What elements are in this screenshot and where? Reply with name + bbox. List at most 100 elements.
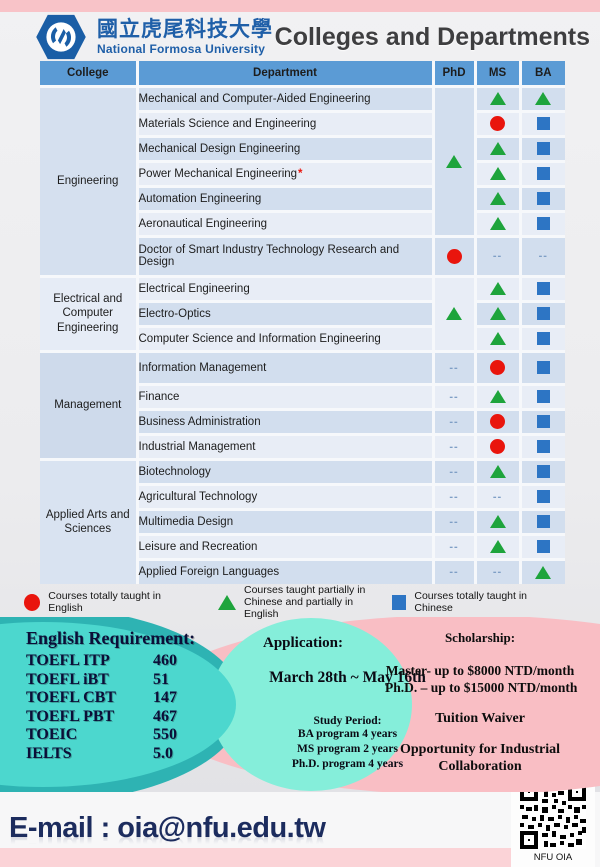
- department-label: Biotechnology: [138, 465, 211, 478]
- blue-square-icon: [536, 192, 550, 205]
- application-block: Application: March 28th ~ May 16th Study…: [255, 635, 440, 772]
- green-triangle-icon: [446, 154, 462, 168]
- green-triangle-icon: [446, 307, 462, 320]
- degree-cell: --: [431, 507, 477, 536]
- department-cell: Biotechnology: [135, 457, 435, 486]
- degree-cell: --: [473, 557, 522, 586]
- top-pink-strip: [0, 0, 600, 12]
- degree-cell: [473, 324, 522, 353]
- header: 國立虎尾科技大學 National Formosa University Col…: [0, 12, 600, 62]
- qr-code-label: NFU OIA: [533, 852, 573, 863]
- blue-square-icon: [536, 282, 550, 295]
- degree-cell: [518, 507, 567, 536]
- application-title: Application:: [263, 635, 344, 651]
- page-title: Colleges and Departments: [274, 22, 590, 51]
- university-logo-icon: [36, 14, 86, 60]
- table-row: Multimedia Design --: [40, 507, 567, 536]
- study-period-line: BA program 4 years: [297, 728, 398, 740]
- green-triangle-icon: [489, 332, 506, 345]
- email-link[interactable]: E-mail : oia@nfu.edu.tw: [9, 812, 326, 844]
- col-header-phd: PhD: [431, 59, 477, 88]
- degree-cell: [473, 432, 522, 461]
- university-name-en: National Formosa University: [97, 42, 266, 56]
- not-offered-dashes: --: [449, 390, 459, 403]
- degree-cell: [518, 557, 567, 586]
- department-cell: Computer Science and Information Enginee…: [135, 324, 435, 353]
- department-cell: Materials Science and Engineering: [135, 109, 435, 138]
- degree-cell: [431, 234, 477, 278]
- col-header-department: Department: [135, 59, 435, 88]
- footnote-asterisk: *: [298, 167, 303, 180]
- red-circle-icon: [490, 116, 505, 131]
- department-label: Agricultural Technology: [138, 490, 258, 503]
- test-name: TOEFL CBT: [26, 689, 116, 706]
- green-triangle-icon: [489, 307, 506, 320]
- department-cell: Aeronautical Engineering: [135, 209, 435, 238]
- table-row: Applied Foreign Languages -- --: [40, 557, 567, 586]
- not-offered-dashes: --: [449, 515, 459, 528]
- department-cell: Automation Engineering: [135, 184, 435, 213]
- test-name: TOEFL ITP: [26, 652, 110, 669]
- blue-square-icon: [536, 142, 550, 155]
- test-score: 460: [153, 652, 177, 669]
- green-triangle-icon: [218, 594, 236, 610]
- green-triangle-icon: [489, 282, 506, 295]
- study-period-list: BA program 4 years MS program 2 years Ph.D…: [255, 727, 440, 772]
- mint-ellipse: [210, 618, 412, 791]
- scholarship-title: Scholarship:: [444, 630, 516, 645]
- degree-cell: [518, 349, 567, 386]
- red-circle-icon: [24, 593, 41, 611]
- department-label: Materials Science and Engineering: [138, 117, 317, 130]
- degree-cell: [473, 184, 522, 213]
- college-cell: Applied Arts and Sciences: [38, 457, 139, 586]
- degree-cell: --: [431, 407, 477, 436]
- not-offered-dashes: --: [449, 465, 459, 478]
- english-requirement-block: English Requirement: TOEFL ITP 460 TOEFL i…: [26, 628, 226, 763]
- study-period-line: MS program 2 years: [296, 743, 399, 755]
- degree-cell: [518, 324, 567, 353]
- degree-cell: [473, 159, 522, 188]
- table-row: Management Information Management --: [38, 349, 567, 461]
- blue-square-icon: [536, 465, 550, 478]
- scholarship-line: Ph.D. – up to $15000 NTD/month: [385, 680, 578, 695]
- blue-square-icon: [536, 515, 550, 528]
- green-triangle-icon: [489, 217, 506, 230]
- department-label: Mechanical and Computer-Aided Engineerin…: [138, 92, 371, 105]
- test-name: TOEIC: [26, 726, 78, 743]
- degree-cell: [473, 349, 522, 386]
- department-cell: Doctor of Smart Industry Technology Rese…: [135, 234, 435, 278]
- department-label: Aeronautical Engineering: [138, 217, 268, 230]
- col-header-ba: BA: [518, 59, 567, 88]
- degree-cell: [518, 209, 567, 238]
- english-requirement-row: TOEIC 550: [26, 726, 226, 745]
- blue-square-icon: [536, 490, 550, 503]
- degree-cell: [518, 482, 567, 511]
- scholarship-line: Master- up to $8000 NTD/month: [385, 663, 575, 678]
- degree-cell: [473, 109, 522, 138]
- green-triangle-icon: [489, 515, 506, 528]
- degree-cell: [473, 134, 522, 163]
- red-circle-icon: [490, 414, 505, 429]
- degree-cell: [431, 274, 477, 353]
- department-label: Doctor of Smart Industry Technology Rese…: [138, 244, 400, 268]
- blue-square-icon: [536, 361, 550, 374]
- not-offered-dashes: --: [449, 490, 459, 503]
- department-cell: Industrial Management: [135, 432, 435, 461]
- university-name-zh: 國立虎尾科技大學: [97, 18, 273, 41]
- not-offered-dashes: --: [449, 540, 459, 553]
- degree-cell: [518, 109, 567, 138]
- table-row: Electrical and Computer Engineering Elect…: [38, 274, 567, 353]
- university-name: 國立虎尾科技大學 National Formosa University: [97, 19, 273, 55]
- green-triangle-icon: [489, 540, 506, 553]
- blue-square-icon: [536, 390, 550, 403]
- department-label: Computer Science and Information Enginee…: [138, 332, 381, 345]
- test-name: IELTS: [26, 744, 72, 762]
- blue-square-icon: [536, 217, 550, 230]
- english-requirement-row: IELTS 5.0: [26, 745, 226, 764]
- degree-cell: --: [473, 482, 522, 511]
- study-period-line: Ph.D. program 4 years: [291, 758, 404, 770]
- legend-label: Courses taught partially in Chinese and …: [244, 583, 366, 621]
- degree-cell: [518, 159, 567, 188]
- english-requirement-row: TOEFL ITP 460: [26, 652, 226, 671]
- legend-label: Courses totally taught in Chinese: [414, 589, 528, 614]
